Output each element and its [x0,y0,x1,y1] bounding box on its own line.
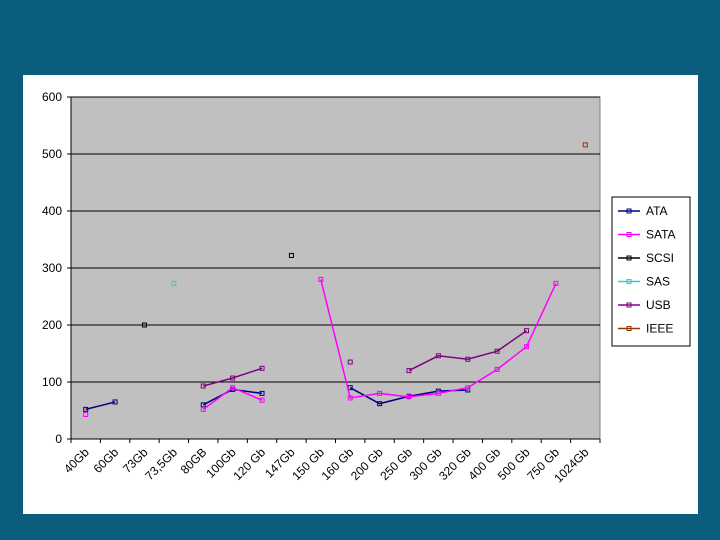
series-scsi [141,252,294,328]
data-point [230,385,236,391]
y-tick-label: 200 [42,318,62,332]
data-point [406,368,412,374]
series-sata [83,276,559,417]
x-tick-label: 73,5Gb [142,445,180,483]
legend-item-ieee: IEEE [618,322,673,336]
y-tick-label: 500 [42,147,62,161]
data-point [171,280,177,286]
y-tick-label: 300 [42,261,62,275]
data-point [465,356,471,362]
data-point [259,390,265,396]
legend-item-ata: ATA [618,204,668,218]
data-point [377,390,383,396]
data-point [347,359,353,365]
data-point [318,276,324,282]
data-point [200,406,206,412]
y-tick-label: 100 [42,375,62,389]
legend-label: ATA [646,204,668,218]
legend-item-sata: SATA [618,228,676,242]
y-tick-label: 400 [42,204,62,218]
legend-label: SCSI [646,251,674,265]
legend-item-scsi: SCSI [618,251,674,265]
x-tick-label: 120 Gb [230,445,268,483]
data-point [524,344,530,350]
data-point [288,252,294,258]
data-point [435,353,441,359]
legend-label: USB [646,298,671,312]
slide-panel: 0 100 200 300 400 500 600 40Gb 60Gb 73Gb 73,5Gb 80G… [23,75,698,514]
data-point [465,385,471,391]
data-point [230,375,236,381]
legend-marker [626,302,632,308]
data-point [259,365,265,371]
data-point [200,383,206,389]
legend-box [611,196,691,347]
legend-marker [626,232,632,237]
legend-marker [626,326,632,331]
series-line [203,367,263,387]
legend-marker [626,255,632,261]
legend-item-usb: USB [618,298,671,312]
y-tick-label: 600 [42,90,62,104]
legend-label: SATA [646,228,676,242]
series-ieee [582,142,588,148]
y-tick-label: 0 [55,432,62,446]
data-point [112,399,118,405]
data-point [377,401,383,407]
data-point [347,395,353,401]
x-tick-label: 60Gb [91,445,122,476]
data-point [553,280,559,286]
legend-item-sas: SAS [618,275,670,289]
chart: 010020030040050060040Gb60Gb73Gb73,5Gb80G… [42,90,691,485]
x-tick-label: 40Gb [61,445,92,476]
legend-label: IEEE [646,322,673,336]
data-point [406,394,412,400]
series-line [320,279,557,399]
legend-marker [626,208,632,214]
gridlines [71,96,600,383]
series-line [202,386,263,410]
data-point [83,406,89,412]
data-point [524,328,530,334]
data-point [259,397,265,403]
series-usb [200,328,530,389]
data-point [435,390,441,396]
data-point [494,366,500,372]
legend-marker [626,279,632,284]
series-layer [83,142,588,417]
series-sas [171,280,177,286]
series-line [85,401,116,411]
data-point [83,411,89,417]
data-point [582,142,588,148]
series-line [408,330,527,372]
data-point [141,322,147,328]
data-point [200,402,206,408]
data-point [494,348,500,354]
legend-label: SAS [646,275,670,289]
legend: ATA SATA SCSI SAS USB IEEE [611,196,691,347]
